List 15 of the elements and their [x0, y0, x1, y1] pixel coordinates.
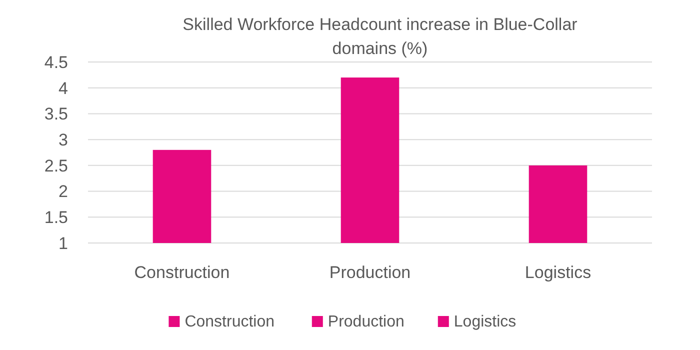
x-tick-label: Logistics	[524, 263, 592, 282]
legend-label: Logistics	[454, 314, 516, 331]
y-tick-label: 1.5	[44, 208, 68, 228]
x-tick-label: Construction	[134, 263, 230, 282]
legend-label: Construction	[184, 314, 275, 331]
y-tick-label: 4.5	[44, 52, 68, 72]
y-tick-label: 2.5	[44, 156, 68, 176]
y-tick-label: 2	[58, 182, 68, 202]
chart-title: Skilled Workforce Headcount increase in Blue-Collar domains (%)	[182, 15, 578, 58]
y-tick-label: 1	[58, 234, 68, 253]
y-tick-label: 4	[58, 78, 68, 98]
y-tick-label: 3.5	[44, 104, 68, 124]
x-tick-label: Production	[329, 263, 411, 282]
y-tick-label: 3	[58, 130, 68, 150]
legend-label: Production	[328, 314, 404, 331]
